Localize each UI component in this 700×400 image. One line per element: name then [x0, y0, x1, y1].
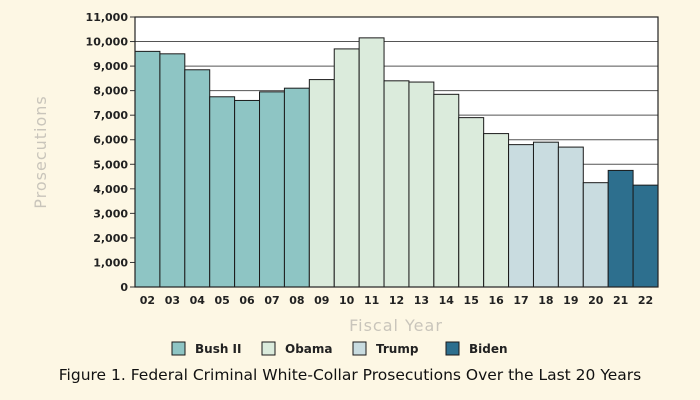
bar — [184, 69, 211, 288]
y-tick-label: 3,000 — [93, 207, 128, 220]
legend-label: Biden — [469, 342, 508, 356]
y-tick-label: 0 — [120, 281, 128, 294]
x-tick-label: 07 — [264, 294, 279, 307]
y-tick-label: 4,000 — [93, 183, 128, 196]
legend-label: Bush II — [195, 342, 241, 356]
y-tick-label: 10,000 — [86, 36, 129, 49]
bar — [209, 96, 236, 288]
legend-swatch — [445, 341, 460, 356]
bar — [234, 99, 261, 288]
x-tick-label: 21 — [613, 294, 628, 307]
x-axis-title: Fiscal Year — [349, 316, 443, 335]
bar — [134, 50, 161, 288]
x-tick-label: 04 — [190, 294, 206, 307]
x-tick-label: 22 — [638, 294, 653, 307]
bar — [333, 48, 360, 288]
legend-label: Obama — [285, 342, 333, 356]
bar — [259, 91, 285, 288]
x-tick-label: 14 — [439, 294, 455, 307]
x-tick-label: 10 — [339, 294, 355, 307]
legend-swatch — [171, 341, 186, 356]
bar — [632, 184, 659, 288]
bar — [582, 182, 609, 288]
bar — [433, 93, 460, 288]
x-tick-label: 16 — [488, 294, 504, 307]
x-tick-label: 15 — [464, 294, 479, 307]
y-tick-label: 6,000 — [93, 134, 128, 147]
bar — [283, 87, 310, 288]
plot-border — [134, 16, 659, 288]
y-tick-label: 9,000 — [93, 60, 128, 73]
bar — [308, 79, 335, 288]
x-tick-label: 18 — [538, 294, 553, 307]
y-tick-label: 8,000 — [93, 85, 128, 98]
x-tick-label: 03 — [165, 294, 180, 307]
x-tick-label: 19 — [563, 294, 578, 307]
bar — [458, 117, 485, 288]
bar — [408, 81, 435, 288]
y-tick-label: 2,000 — [93, 232, 128, 245]
y-tick-label: 11,000 — [86, 11, 129, 24]
legend-swatch — [352, 341, 367, 356]
x-tick-label: 02 — [140, 294, 155, 307]
y-axis-title: Prosecutions — [31, 95, 50, 208]
x-tick-label: 11 — [364, 294, 379, 307]
x-tick-label: 06 — [239, 294, 255, 307]
y-tick-label: 1,000 — [93, 256, 128, 269]
x-tick-label: 20 — [588, 294, 604, 307]
bar — [557, 146, 584, 288]
figure-caption: Figure 1. Federal Criminal White-Collar … — [58, 366, 642, 384]
y-tick-label: 5,000 — [93, 158, 128, 171]
x-tick-label: 13 — [414, 294, 429, 307]
legend-swatch — [261, 341, 276, 356]
legend-label: Trump — [376, 342, 419, 356]
x-tick-label: 17 — [513, 294, 528, 307]
x-tick-label: 05 — [215, 294, 230, 307]
x-tick-label: 12 — [389, 294, 404, 307]
x-tick-label: 08 — [289, 294, 304, 307]
bar — [483, 133, 510, 288]
y-tick-label: 7,000 — [93, 109, 128, 122]
bar — [358, 37, 385, 288]
bar — [607, 169, 634, 288]
bar — [532, 141, 559, 288]
x-tick-label: 09 — [314, 294, 329, 307]
bar — [383, 80, 410, 288]
bar — [508, 144, 534, 288]
bar — [159, 53, 186, 288]
